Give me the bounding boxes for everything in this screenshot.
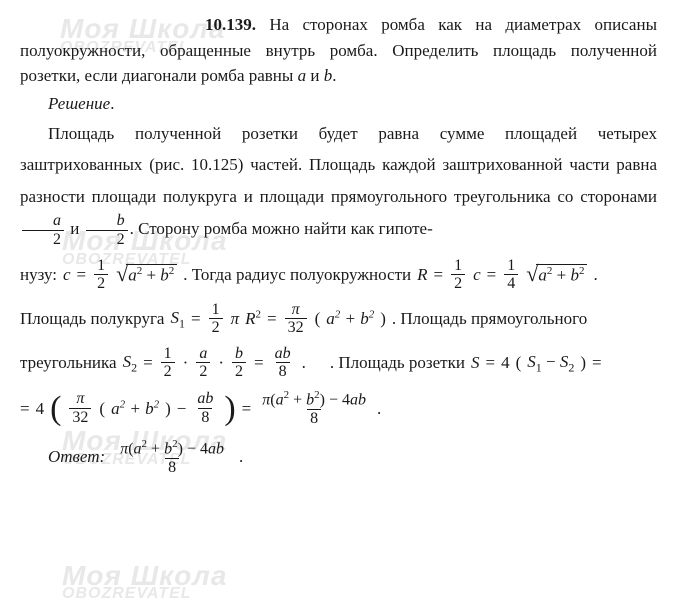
answer-line: Ответ: π(a2 + b2) − 4ab 8 . <box>20 438 657 477</box>
period-1: . <box>593 262 597 288</box>
triangle-rosette-line: треугольника S2 = 12 · a2 · b2 = ab8 . .… <box>20 345 657 381</box>
final-frac-1: π(a2 + b2) − 4ab 8 <box>259 389 369 428</box>
ab-over-8-2: ab8 <box>194 390 216 426</box>
eq-5: = <box>267 306 277 332</box>
eq-6: = <box>143 350 153 376</box>
sym-R2: R2 <box>245 306 261 332</box>
problem-text-1: На сторонах ромба как на диа­метрах опис… <box>20 15 657 85</box>
l3-text-b: . Площадь прямоугольного <box>392 306 587 332</box>
a-over-2-b: a2 <box>196 345 210 381</box>
eq-2: = <box>434 262 444 288</box>
period-2: . <box>302 350 306 376</box>
problem-dot: . <box>332 66 336 85</box>
eq-11: = <box>242 396 252 422</box>
semicircle-area-line: Площадь полукруга S1 = 12 πR2 = π32 (a2 … <box>20 301 657 337</box>
b-over-2-b: b2 <box>232 345 246 381</box>
rp-2: ) <box>580 350 586 376</box>
four-1: 4 <box>501 350 510 376</box>
l2-text-b: . Тогда радиус полуокружности <box>183 262 411 288</box>
period-3: . <box>377 396 381 422</box>
sym-pi-1: π <box>231 306 240 332</box>
eq-4: = <box>191 306 201 332</box>
p1-text-a: Площадь полученной розетки будет равна с… <box>20 124 657 206</box>
l4-text-b: . Площадь розетки <box>330 350 465 376</box>
lp-2: ( <box>516 350 522 376</box>
p1-text-b: . Сторону ромба можно найти как гипоте- <box>130 219 433 238</box>
eq-9: = <box>592 350 602 376</box>
rp-1: ) <box>380 306 386 332</box>
s1-s2: S1 − S2 <box>527 349 574 376</box>
half-4: 12 <box>161 345 175 381</box>
pi-over-32-1: π32 <box>285 301 307 337</box>
big-lp: ( <box>50 395 61 422</box>
sym-S1: S1 <box>170 305 185 332</box>
p1-mid: и <box>66 219 84 238</box>
watermark-text: OBOZREVATEL <box>62 582 192 606</box>
ab-over-8-1: ab8 <box>272 345 294 381</box>
l2-text-a: нузу: <box>20 262 57 288</box>
var-a: a <box>298 66 307 85</box>
sqrt-1: √a2 + b2 <box>116 264 177 286</box>
half-3: 12 <box>209 301 223 337</box>
sym-S2: S2 <box>123 349 138 376</box>
l3-text-a: Площадь полукруга <box>20 306 164 332</box>
solution-heading: Решение <box>48 94 110 113</box>
big-rp: ) <box>224 395 235 422</box>
eq-1: = <box>77 262 87 288</box>
four-2: 4 <box>36 396 45 422</box>
solution-p1: Площадь полученной розетки будет равна с… <box>20 118 657 249</box>
sym-R: R <box>417 262 427 288</box>
lp-1: ( <box>315 306 321 332</box>
frac-b-over-2: b2 <box>84 212 130 248</box>
sym-S: S <box>471 350 480 376</box>
problem-and: и <box>306 66 324 85</box>
eq-7: = <box>254 350 264 376</box>
eq-3: = <box>487 262 497 288</box>
answer-frac: π(a2 + b2) − 4ab 8 <box>117 438 227 477</box>
a2b2-2: a2 + b2 <box>111 396 159 422</box>
pi-over-32-2: π32 <box>69 390 91 426</box>
half-2: 12 <box>451 257 465 293</box>
period-4: . <box>239 444 243 470</box>
solution-heading-dot: . <box>110 94 114 113</box>
sym-c: c <box>63 262 71 288</box>
rp-3: ) <box>165 396 171 422</box>
sqrt-2: √a2 + b2 <box>526 264 587 286</box>
dot-2: · <box>218 350 224 376</box>
quarter-1: 14 <box>504 257 518 293</box>
frac-a-over-2: a2 <box>20 212 66 248</box>
lp-3: ( <box>99 396 105 422</box>
final-expansion-line: = 4 ( π32 (a2 + b2) − ab8 ) = π(a2 + b2)… <box>20 389 657 428</box>
answer-label: Ответ: <box>48 444 105 470</box>
var-b: b <box>324 66 333 85</box>
half-1: 12 <box>94 257 108 293</box>
a2b2-1: a2 + b2 <box>326 306 374 332</box>
watermark-text: Моя Школа <box>62 555 227 597</box>
eq-8: = <box>485 350 495 376</box>
eq-10: = <box>20 396 30 422</box>
dot-1: · <box>183 350 189 376</box>
sym-c-2: c <box>473 262 481 288</box>
problem-statement: 10.139. На сторонах ромба как на диа­мет… <box>20 12 657 89</box>
l4-text-a: треугольника <box>20 350 117 376</box>
problem-number: 10.139. <box>205 15 256 34</box>
minus-1: − <box>177 396 187 422</box>
hypotenuse-line: нузу: c = 12 √a2 + b2 . Тогда радиус пол… <box>20 257 657 293</box>
solution-heading-line: Решение. <box>20 91 657 117</box>
